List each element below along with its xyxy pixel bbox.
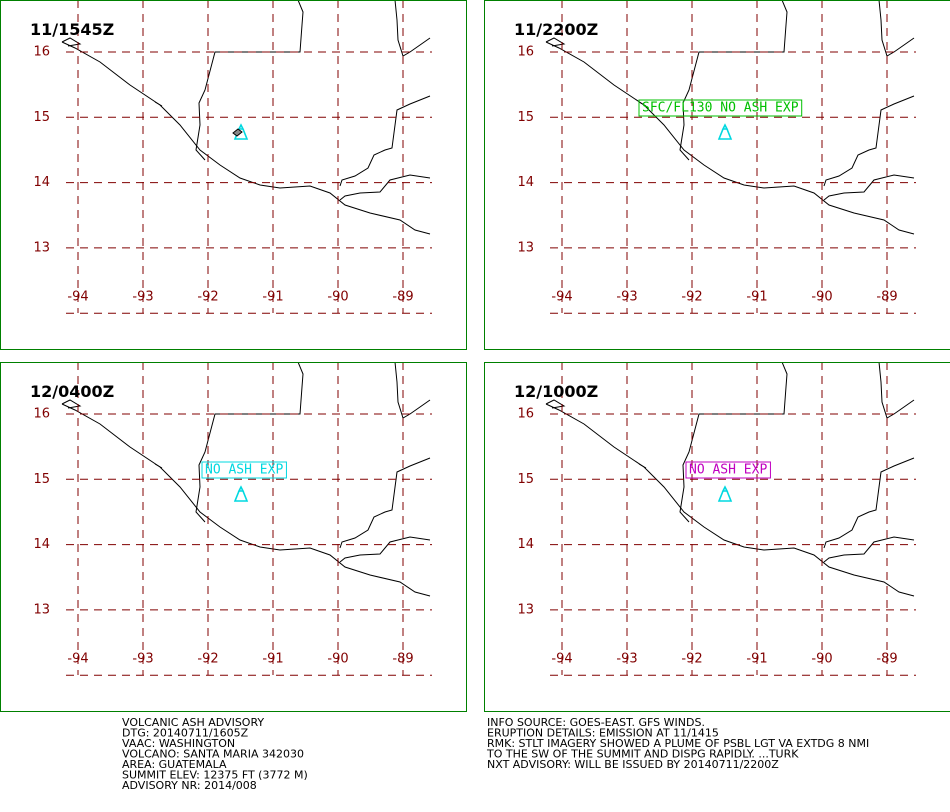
lon-label: -92 [681, 652, 702, 667]
advisory-line: VOLCANO: SANTA MARIA 342030 [122, 748, 304, 761]
lon-label: -93 [616, 290, 637, 305]
advisory-line: ADVISORY NR: 2014/008 [122, 779, 257, 792]
lon-label: -89 [392, 652, 413, 667]
ash-annotation: SFC/FL130 NO ASH EXP [642, 101, 799, 116]
advisory-line: ERUPTION DETAILS: EMISSION AT 11/1415 [487, 727, 719, 740]
lon-label: -92 [197, 652, 218, 667]
map-content [545, 1, 916, 314]
map-panel: -94 -93 -92 -91 -90 -89 16 15 14 13 12/0400Z NO ASH… [0, 362, 467, 712]
lon-label: -91 [746, 290, 767, 305]
ash-plume [232, 128, 243, 137]
advisory-line: VAAC: WASHINGTON [122, 737, 235, 750]
lon-label: -89 [876, 290, 897, 305]
map-area [545, 363, 916, 676]
lat-label: 16 [517, 45, 534, 60]
valid-time: 12/1000Z [514, 382, 598, 401]
lon-label: -92 [197, 290, 218, 305]
lat-label: 14 [33, 537, 50, 552]
lat-label: 16 [33, 45, 50, 60]
valid-time: 11/2200Z [514, 20, 598, 39]
lat-label: 15 [517, 110, 534, 125]
lon-label: -90 [811, 290, 832, 305]
lon-label: -93 [132, 652, 153, 667]
valid-time: 11/1545Z [30, 20, 114, 39]
advisory-line: RMK: STLT IMAGERY SHOWED A PLUME OF PSBL… [487, 737, 869, 750]
lon-label: -93 [616, 652, 637, 667]
lat-label: 13 [33, 602, 50, 617]
lon-label: -94 [67, 652, 88, 667]
lon-label: -91 [262, 290, 283, 305]
map-area [61, 1, 432, 314]
annotation-box [685, 461, 771, 479]
lon-label: -89 [876, 652, 897, 667]
annotation-box [201, 461, 287, 479]
map-area [545, 1, 916, 314]
lon-label: -90 [327, 290, 348, 305]
lat-label: 13 [517, 602, 534, 617]
lon-label: -90 [811, 652, 832, 667]
lon-label: -91 [262, 652, 283, 667]
advisory-line: INFO SOURCE: GOES-EAST. GFS WINDS. [487, 716, 705, 729]
lon-label: -90 [327, 652, 348, 667]
advisory-line: SUMMIT ELEV: 12375 FT (3772 M) [122, 769, 308, 782]
map-area [61, 363, 432, 676]
ash-annotation: NO ASH EXP [689, 463, 767, 478]
advisory-line: AREA: GUATEMALA [122, 758, 227, 771]
ash-annotation: NO ASH EXP [205, 463, 283, 478]
lon-label: -91 [746, 652, 767, 667]
map-content [61, 363, 432, 676]
lon-label: -92 [681, 290, 702, 305]
map-content [545, 363, 916, 676]
lat-label: 15 [33, 110, 50, 125]
lon-label: -93 [132, 290, 153, 305]
map-panel: -94 -93 -92 -91 -90 -89 16 15 14 13 11/2200Z SFC/FL… [484, 0, 950, 350]
lat-label: 13 [33, 240, 50, 255]
lat-label: 16 [517, 407, 534, 422]
map-panel: -94 -93 -92 -91 -90 -89 16 15 14 13 12/1000Z NO ASH… [484, 362, 950, 712]
lat-label: 15 [33, 472, 50, 487]
lat-label: 14 [517, 175, 534, 190]
lat-label: 14 [517, 537, 534, 552]
lat-label: 14 [33, 175, 50, 190]
map-content [61, 1, 432, 314]
advisory-line: VOLCANIC ASH ADVISORY [122, 716, 264, 729]
lon-label: -94 [67, 290, 88, 305]
lat-label: 16 [33, 407, 50, 422]
annotation-box [638, 99, 803, 117]
lon-label: -89 [392, 290, 413, 305]
lon-label: -94 [551, 652, 572, 667]
lat-label: 13 [517, 240, 534, 255]
advisory-line: TO THE SW OF THE SUMMIT AND DISPG RAPIDL… [486, 748, 799, 761]
valid-time: 12/0400Z [30, 382, 114, 401]
lat-label: 15 [517, 472, 534, 487]
lon-label: -94 [551, 290, 572, 305]
advisory-line: DTG: 20140711/1605Z [122, 727, 249, 740]
map-panel: -94 -93 -92 -91 -90 -89 16 15 14 13 11/1545Z [0, 0, 467, 350]
advisory-line: NXT ADVISORY: WILL BE ISSUED BY 20140711… [487, 758, 779, 771]
